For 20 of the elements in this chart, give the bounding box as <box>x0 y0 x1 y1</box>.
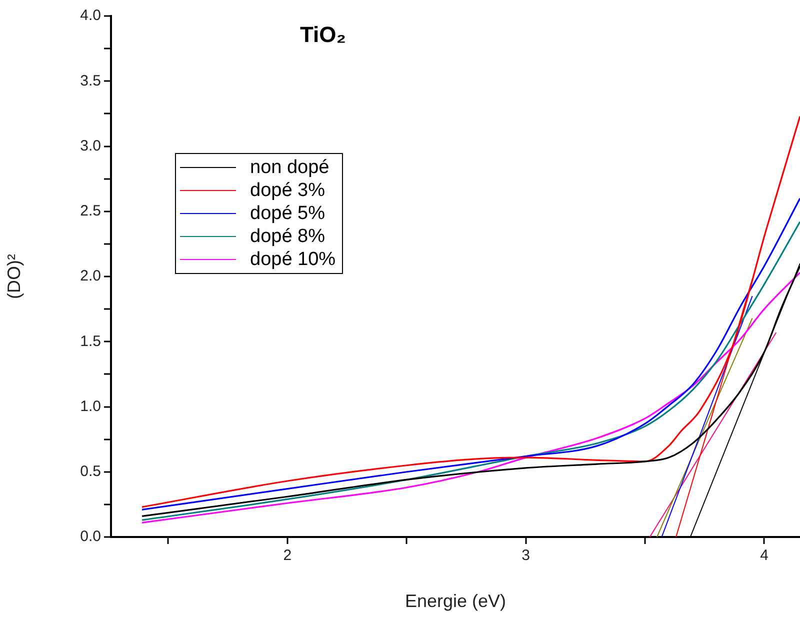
y-tick-label: 1.5 <box>80 332 101 350</box>
x-tick-label: 2 <box>283 547 292 564</box>
legend-label: dopé 10% <box>250 248 336 271</box>
y-tick-label: 3.5 <box>80 72 101 90</box>
y-tick-label: 0.0 <box>80 528 101 546</box>
y-axis-title: (DO)² <box>4 254 24 299</box>
x-axis-title: Energie (eV) <box>404 591 506 612</box>
y-tick-label: 1.0 <box>80 398 101 415</box>
chart-title: TiO₂ <box>300 22 346 48</box>
x-tick-label: 4 <box>760 547 768 564</box>
y-tick-label: 2.0 <box>80 268 101 285</box>
legend-label: dopé 5% <box>250 202 326 225</box>
x-tick-label: 3 <box>522 547 530 564</box>
legend-label: dopé 3% <box>250 179 326 202</box>
y-tick-label: 0.5 <box>80 463 101 480</box>
y-tick-label: 4.0 <box>80 7 101 24</box>
legend-label: dopé 8% <box>250 225 326 248</box>
y-tick-label: 2.5 <box>80 202 101 220</box>
legend-label: non dopé <box>250 156 330 179</box>
y-tick-label: 3.0 <box>80 137 101 154</box>
